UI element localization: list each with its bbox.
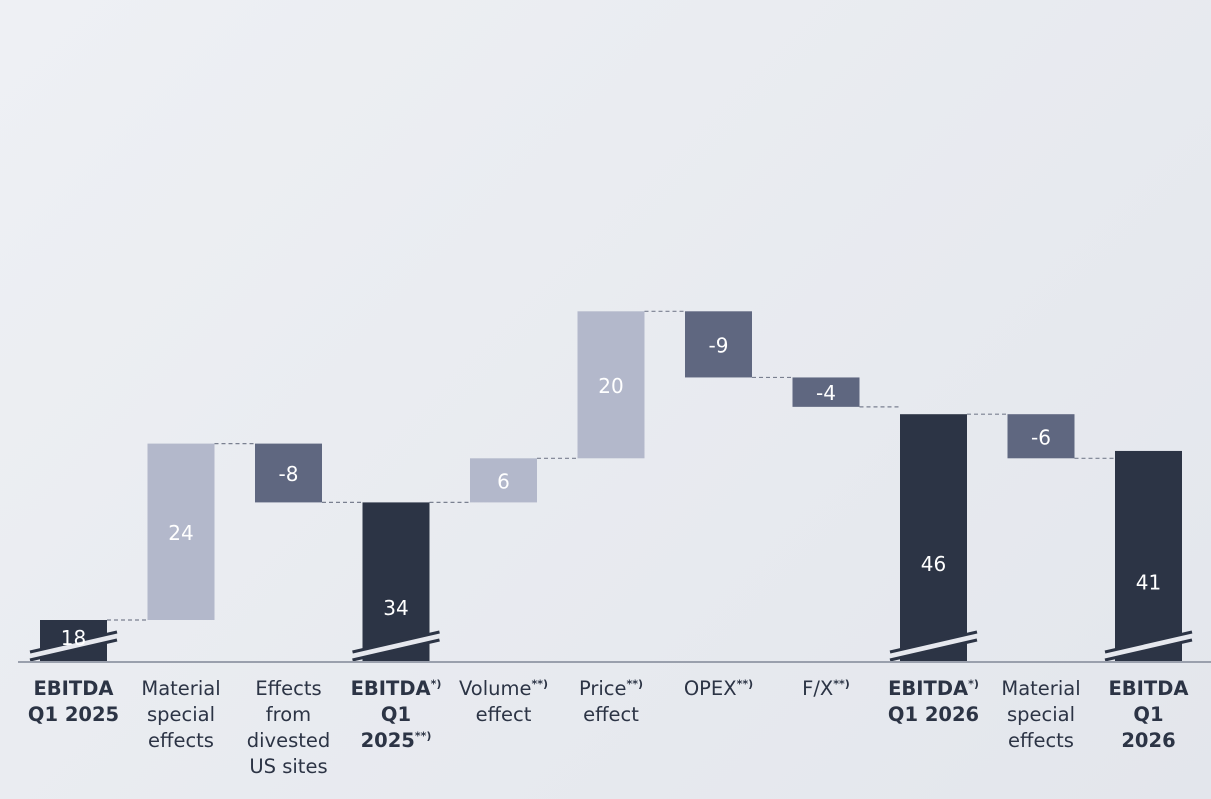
bars	[40, 311, 1182, 662]
bar-value-10: -6	[1031, 425, 1051, 449]
value-labels: 18 24 -8 34 6 20 -9 -4 46 -6 41	[61, 333, 1161, 650]
bar-value-3: -8	[279, 462, 299, 486]
x-label-2: Material special effects	[141, 677, 221, 752]
axis-break-line-9-2	[889, 638, 978, 662]
bar-value-9: 46	[921, 552, 946, 576]
x-label-4: EBITDA*) Q1 2025**)	[350, 677, 442, 752]
axis-break-9	[890, 632, 977, 660]
x-label-1: EBITDA Q1 2025	[27, 677, 120, 726]
axis-break-1	[30, 632, 117, 660]
bar-6-increase	[577, 311, 645, 459]
x-label-7: OPEX**)	[683, 677, 754, 700]
bar-9-total	[900, 414, 967, 662]
bar-11-total	[1115, 450, 1182, 662]
bar-7-decrease	[685, 311, 752, 378]
bar-value-5: 6	[497, 469, 510, 493]
x-label-8: F/X**)	[802, 677, 850, 700]
bar-value-8: -4	[816, 381, 836, 405]
axis-break-line-1-1	[29, 630, 118, 654]
axis-break-line-4-2	[352, 638, 440, 662]
bar-value-6: 20	[598, 374, 623, 398]
x-label-6: Price**) effect	[578, 677, 644, 726]
bar-value-1: 18	[61, 626, 86, 650]
bar-value-4: 34	[383, 596, 408, 620]
bar-8-decrease	[792, 377, 860, 407]
bar-2-increase	[147, 443, 215, 620]
bar-value-2: 24	[168, 521, 193, 545]
axis-break-line-11-1	[1104, 630, 1193, 654]
bar-5-increase	[470, 458, 537, 503]
axis-break-line-9-1	[889, 630, 978, 654]
axis-break-line-1-2	[29, 638, 118, 662]
bar-value-11: 41	[1136, 570, 1161, 594]
x-label-11: EBITDA Q1 2026	[1108, 677, 1189, 752]
axis-break-line-4-1	[352, 630, 440, 654]
bar-10-decrease	[1007, 414, 1075, 459]
bar-3-decrease	[255, 443, 322, 503]
x-label-3: Effects from divested US sites	[246, 677, 331, 778]
axis-break-4	[352, 632, 440, 660]
axis-breaks	[29, 630, 1193, 662]
x-label-10: Material special effects	[1001, 677, 1081, 752]
bar-value-7: -9	[709, 333, 729, 357]
x-label-5: Volume**) effect	[458, 677, 549, 726]
x-label-9: EBITDA*) Q1 2026	[887, 677, 980, 726]
axis-break-line-11-2	[1104, 638, 1193, 662]
axis-break-11	[1105, 632, 1192, 660]
